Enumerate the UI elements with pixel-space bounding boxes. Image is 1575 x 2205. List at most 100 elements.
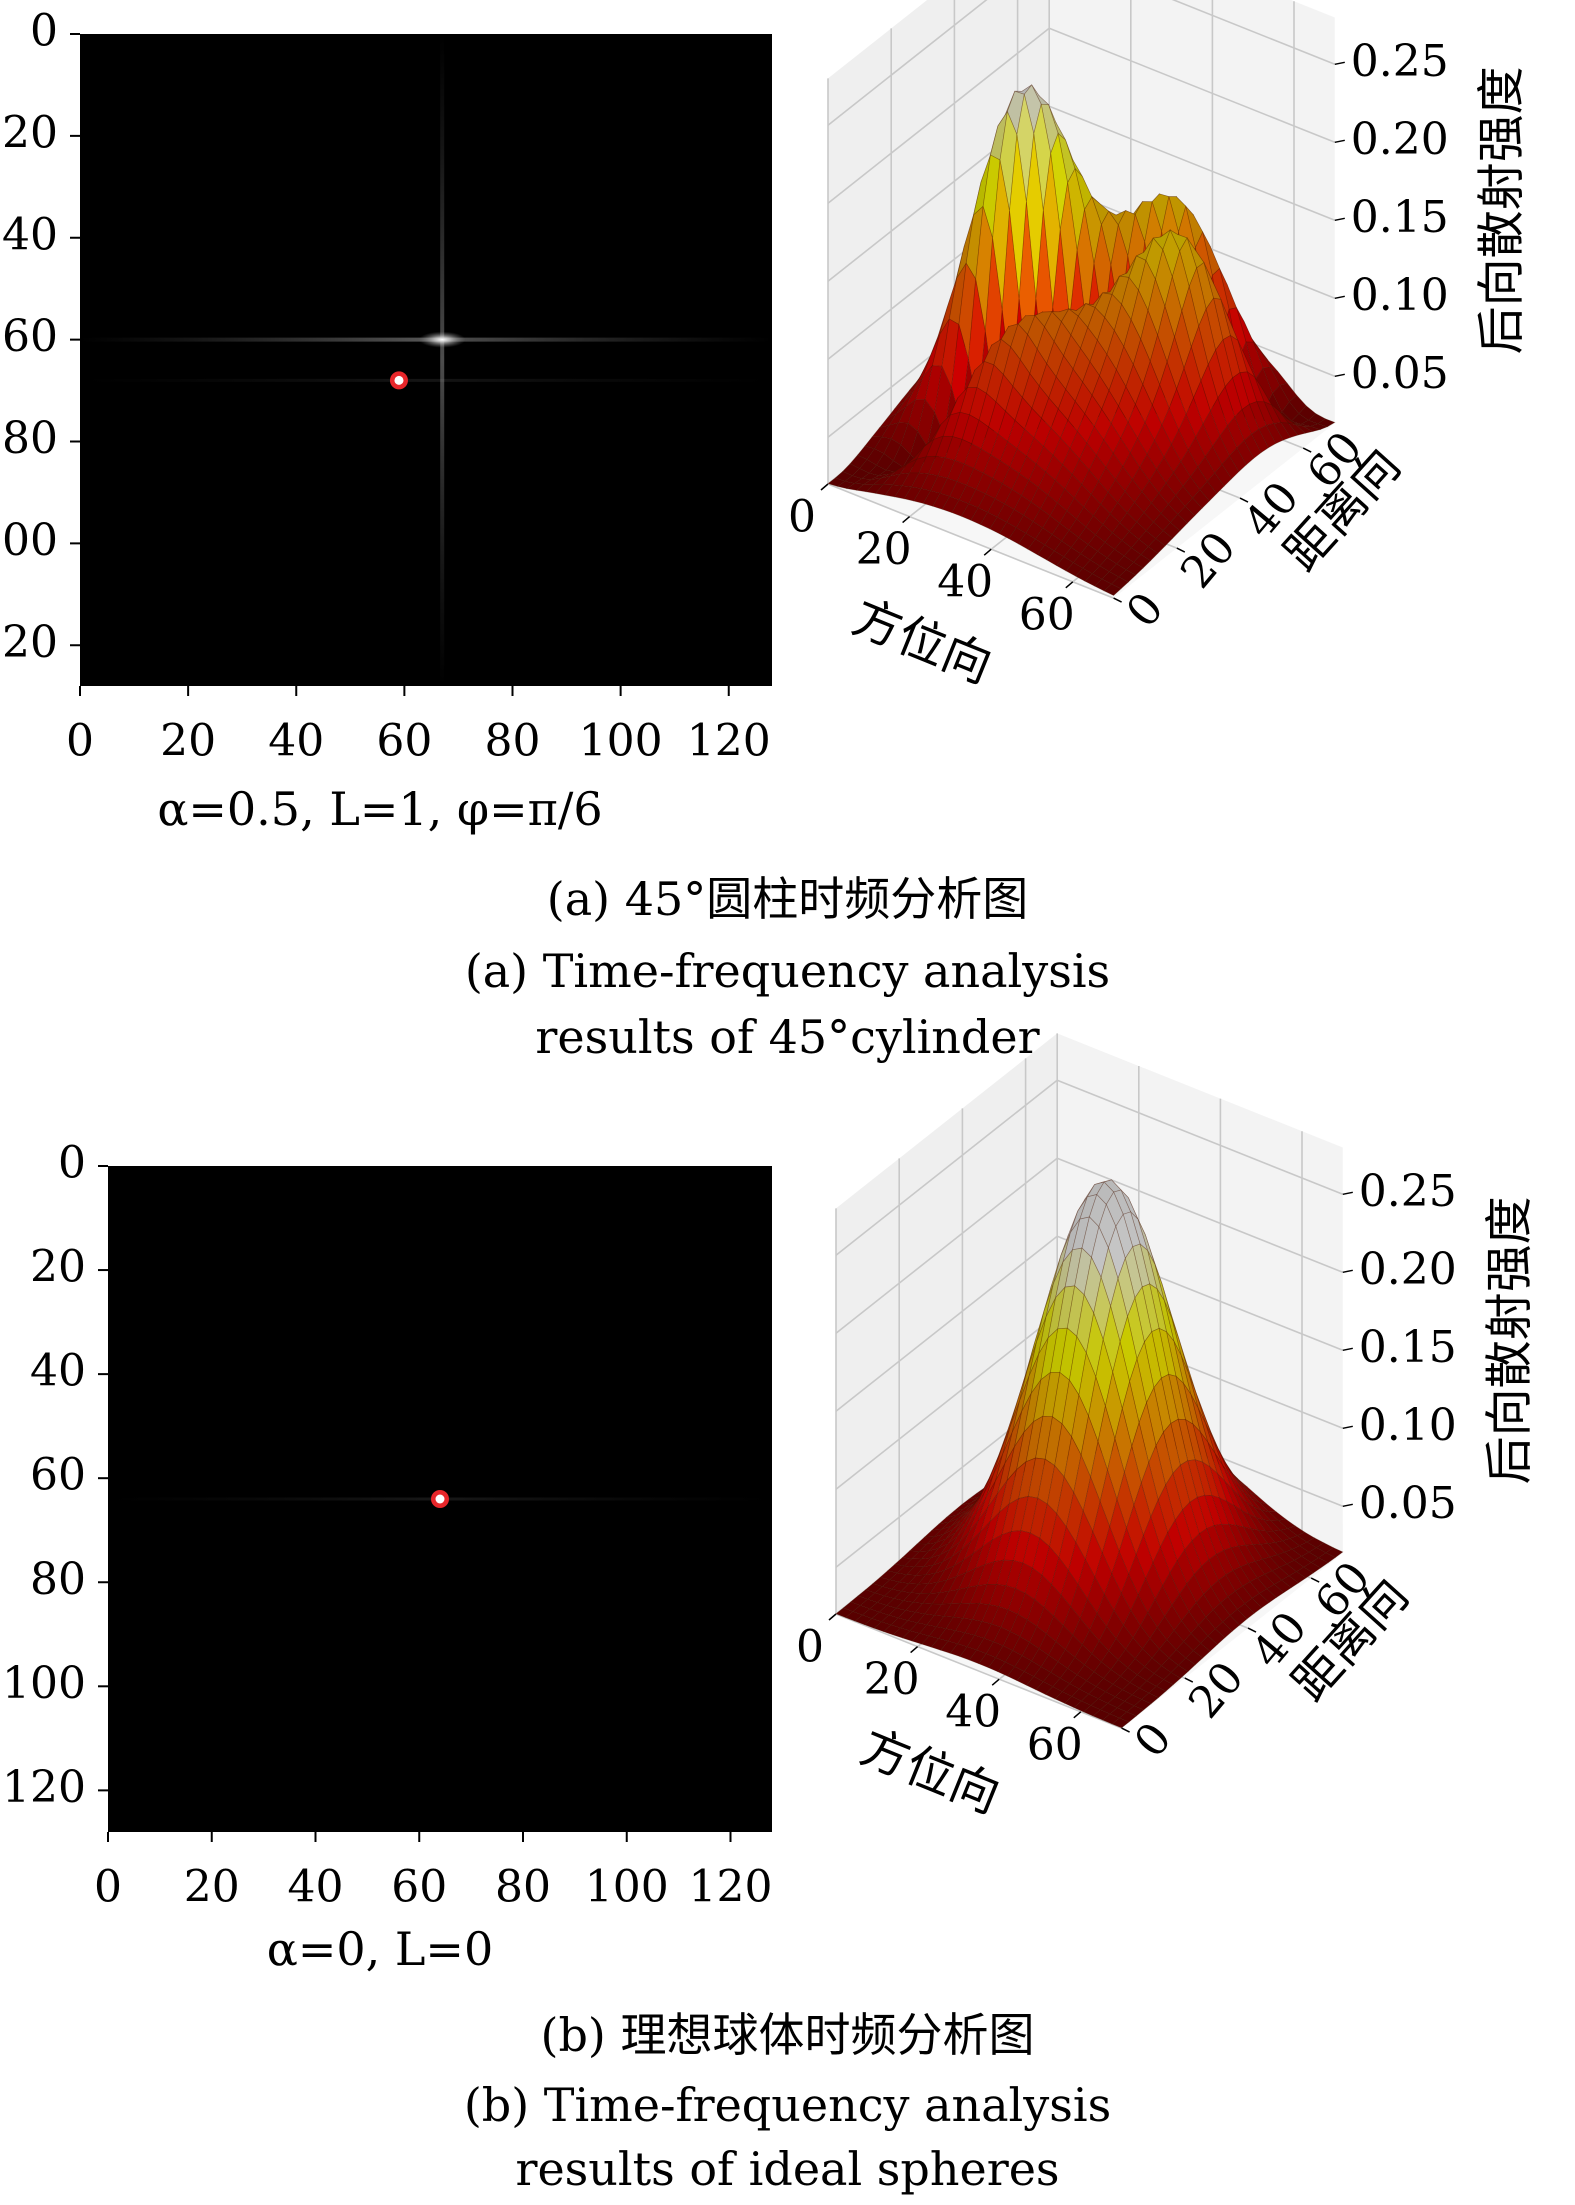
caption-b-en-2: results of ideal spheres <box>515 2142 1060 2196</box>
surface-facet <box>1103 583 1122 596</box>
x-tick-label: 60 <box>1019 589 1075 640</box>
y-tick-label: 100 <box>2 1658 86 1709</box>
z-tick <box>1342 1191 1353 1196</box>
x-tick-label: 20 <box>864 1654 920 1705</box>
z-tick-label: 0.20 <box>1351 114 1449 165</box>
surface-facet <box>1228 447 1247 473</box>
y-tick-label: 20 <box>30 1242 86 1293</box>
surface-facet <box>1243 433 1262 459</box>
surface-facet <box>1192 489 1210 509</box>
surface-facet <box>1310 1557 1329 1569</box>
x-tick-label: 120 <box>687 716 771 767</box>
grid-line <box>835 1157 1058 1334</box>
x-tick <box>983 548 992 556</box>
marked-spot-core <box>435 1494 445 1504</box>
surface-facet <box>1192 1642 1211 1659</box>
x-tick-label: 40 <box>268 716 324 767</box>
y-tick-label: 120 <box>2 1762 86 1813</box>
surface-facet <box>1170 1664 1189 1679</box>
y-tick <box>1239 497 1249 503</box>
grid-line <box>835 1079 1058 1256</box>
surface-facet <box>1303 1562 1322 1574</box>
surface-facet <box>1281 1575 1300 1589</box>
surface-facet <box>1294 423 1314 434</box>
surface-facet <box>1325 1547 1344 1558</box>
y-tick <box>1121 1727 1130 1733</box>
caption-a-en-1: (a) Time-frequency analysis <box>464 944 1111 998</box>
z-tick <box>1342 1347 1353 1352</box>
surface-facet <box>1133 554 1152 569</box>
surface-facet <box>1118 569 1137 583</box>
surface-facet <box>1280 422 1299 438</box>
y-tick-label: 100 <box>0 515 58 566</box>
z-tick-label: 0.15 <box>1351 192 1449 243</box>
y-tick <box>1113 597 1122 603</box>
grid-line <box>1048 105 1336 222</box>
z-tick-label: 0.25 <box>1351 36 1449 87</box>
grid-line <box>1056 1157 1344 1274</box>
x-tick-label: 20 <box>160 716 216 767</box>
back-pane-left <box>828 0 1050 484</box>
surface-facet <box>1118 1711 1137 1723</box>
surface-facet <box>1214 463 1233 487</box>
z-tick <box>1342 1503 1353 1508</box>
y-tick <box>1302 447 1312 453</box>
x-tick-label: 60 <box>376 716 432 767</box>
surface-facet <box>1111 1717 1130 1729</box>
x-tick <box>828 1613 837 1621</box>
heatmap-area <box>80 34 772 686</box>
surface-facet <box>1206 472 1225 495</box>
z-tick-label: 0.10 <box>1359 1400 1457 1451</box>
bright-spot <box>418 331 466 348</box>
x-tick-label: 60 <box>391 1862 447 1913</box>
x-tick <box>902 516 911 524</box>
y-tick-label: 0 <box>58 1138 86 1189</box>
z-tick <box>1334 373 1345 378</box>
surface-facet <box>1126 1705 1145 1717</box>
x-tick <box>1065 581 1074 589</box>
surface-facet <box>1244 1597 1263 1614</box>
caption-a-en-2: results of 45°cylinder <box>535 1010 1040 1064</box>
z-tick-label: 0.20 <box>1359 1244 1457 1295</box>
surface-facet <box>1155 530 1174 547</box>
z-tick-label: 0.10 <box>1351 270 1449 321</box>
x-tick <box>910 1646 919 1654</box>
x-tick-label: 100 <box>579 716 663 767</box>
grid-line <box>835 1235 1058 1412</box>
grid-line <box>835 1313 1058 1490</box>
x-tick <box>1073 1711 1082 1719</box>
x-tick-label: 40 <box>945 1687 1001 1738</box>
surface-facet <box>1163 1672 1182 1686</box>
x-tick-label: 100 <box>585 1862 669 1913</box>
y-tick <box>1176 547 1186 553</box>
grid-line <box>835 1613 1122 1729</box>
heatmap-b-subtitle: α=0, L=0 <box>266 1922 494 1976</box>
caption-b-cn: (b) 理想球体时频分析图 <box>540 2008 1035 2062</box>
y-tick-label: 120 <box>0 617 58 668</box>
grid-line <box>827 27 1050 204</box>
z-tick <box>1334 217 1345 222</box>
x-tick-label: 0 <box>66 716 94 767</box>
surface-facet <box>1162 522 1181 539</box>
z-tick-label: 0.05 <box>1351 348 1449 399</box>
surface-facet <box>1169 513 1188 532</box>
x-tick <box>820 483 829 491</box>
surface-facet <box>1265 422 1284 444</box>
z-tick-label: 0.15 <box>1359 1322 1457 1373</box>
surface-facet <box>1266 1583 1285 1598</box>
y-tick-label: 80 <box>2 413 58 464</box>
surface-facet <box>1185 1650 1204 1666</box>
x-tick-label: 80 <box>485 716 541 767</box>
x-tick-label: 0 <box>94 1862 122 1913</box>
surface-facet <box>1177 505 1196 524</box>
z-tick <box>1334 61 1345 66</box>
y-tick-label: 0 <box>1125 1713 1182 1767</box>
surface-facet <box>1147 538 1166 554</box>
z-tick <box>1342 1269 1353 1274</box>
surface-facet <box>1258 1588 1277 1604</box>
surface-facet <box>1207 1628 1226 1645</box>
